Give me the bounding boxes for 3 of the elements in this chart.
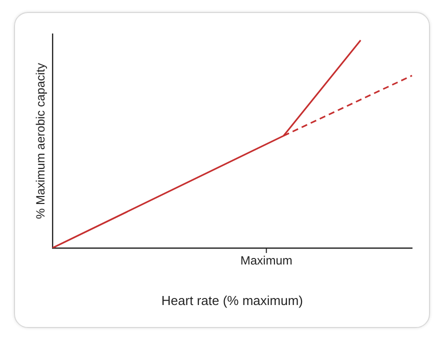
x-axis-title: Heart rate (% maximum) <box>161 292 303 308</box>
text: Maximum <box>240 253 292 268</box>
y-axis-title: % Maximum aerobic capacity <box>34 62 48 220</box>
